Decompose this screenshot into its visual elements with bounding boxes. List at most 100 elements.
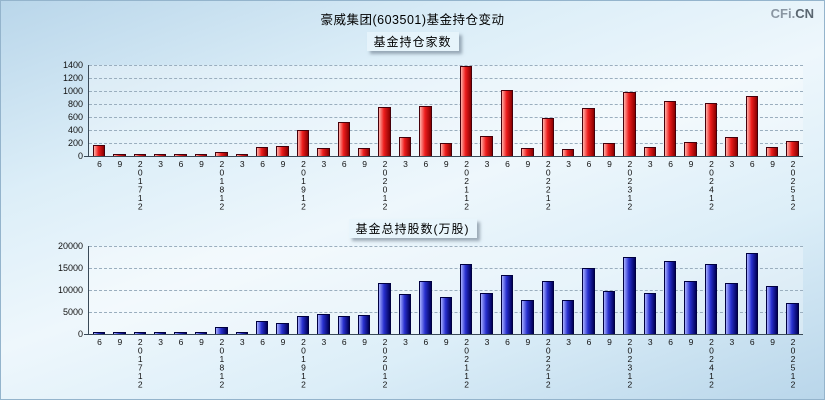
bar xyxy=(378,107,391,156)
x-tick-label: 6 xyxy=(94,337,105,346)
x-tick-label: 9 xyxy=(196,159,207,168)
x-tick-label: 3 xyxy=(726,337,737,346)
bar xyxy=(113,154,126,156)
x-tick-label: 9 xyxy=(441,159,452,168)
x-tick-label: 6 xyxy=(502,337,513,346)
bar xyxy=(500,275,514,334)
x-tick-label: 6 xyxy=(339,159,350,168)
x-tick-label: 6 xyxy=(94,159,105,168)
x-tick-label: 3 xyxy=(318,337,329,346)
x-tick-label: 9 xyxy=(686,159,697,168)
y-tick-label: 1400 xyxy=(62,60,83,70)
x-tick-label: 6 xyxy=(747,159,758,168)
bar xyxy=(745,96,759,156)
x-tick-label: 9 xyxy=(604,159,615,168)
bar xyxy=(215,152,228,156)
x-tick-label: 9 xyxy=(767,159,778,168)
x-tick-label: 201912 xyxy=(298,159,309,210)
bar xyxy=(92,145,106,156)
bar xyxy=(480,293,493,334)
bar xyxy=(235,332,249,334)
x-tick-label: 202312 xyxy=(624,159,635,210)
x-tick-label: 9 xyxy=(604,337,615,346)
bar xyxy=(153,332,167,334)
x-tick-label: 3 xyxy=(482,159,493,168)
bar xyxy=(480,136,493,156)
fund-shares-chart-title: 基金总持股数(万股) xyxy=(348,219,477,238)
bar xyxy=(623,92,636,156)
x-tick-label: 6 xyxy=(665,159,676,168)
x-tick-label: 9 xyxy=(359,159,370,168)
x-tick-label: 202012 xyxy=(380,159,391,210)
x-tick-label: 6 xyxy=(665,337,676,346)
x-tick-label: 9 xyxy=(278,337,289,346)
bar xyxy=(602,291,616,334)
y-tick-label: 200 xyxy=(67,138,83,148)
y-tick-label: 1000 xyxy=(62,86,83,96)
bar xyxy=(561,300,575,334)
bar xyxy=(215,327,228,334)
x-tick-label: 3 xyxy=(482,337,493,346)
bar xyxy=(663,101,677,156)
bar xyxy=(541,118,555,156)
bar xyxy=(398,294,412,334)
x-tick-label: 3 xyxy=(645,159,656,168)
bar xyxy=(439,143,453,156)
x-tick-label: 202012 xyxy=(380,337,391,388)
cfi-logo[interactable]: CFi.CN xyxy=(771,6,814,21)
y-tick-label: 1200 xyxy=(62,73,83,83)
x-tick-label: 3 xyxy=(318,159,329,168)
x-tick-label: 6 xyxy=(584,337,595,346)
x-tick-label: 9 xyxy=(278,159,289,168)
bar xyxy=(684,142,697,156)
y-axis xyxy=(88,65,89,156)
bar xyxy=(745,253,759,334)
y-tick-label: 10000 xyxy=(57,285,83,295)
bar xyxy=(684,281,697,334)
bar xyxy=(459,66,473,156)
gridline xyxy=(89,78,803,79)
x-tick-label: 6 xyxy=(584,159,595,168)
x-tick-label: 9 xyxy=(522,159,533,168)
bar xyxy=(786,141,799,156)
bar xyxy=(317,148,330,156)
bar xyxy=(623,257,636,334)
bar xyxy=(357,148,371,156)
gridline xyxy=(89,104,803,105)
bar xyxy=(133,332,147,334)
gridline xyxy=(89,246,803,247)
bar xyxy=(521,300,534,334)
bar xyxy=(113,332,126,334)
gridline xyxy=(89,290,803,291)
bar xyxy=(255,147,269,156)
x-tick-label: 202212 xyxy=(543,337,554,388)
x-tick-label: 9 xyxy=(522,337,533,346)
bar xyxy=(602,143,616,156)
fund-shares-chart: 0 5000 10000 15000 20000 6 9 201712 3 6 9 201812 3 6 9… xyxy=(58,241,803,392)
bar xyxy=(174,154,187,156)
x-tick-label: 3 xyxy=(563,159,574,168)
plot-area: 0 5000 10000 15000 20000 xyxy=(58,241,803,339)
x-tick-label: 202412 xyxy=(706,337,717,388)
bar xyxy=(337,316,351,334)
x-tick-label: 202312 xyxy=(624,337,635,388)
y-tick-label: 600 xyxy=(67,112,83,122)
logo-suffix: CN xyxy=(795,6,814,21)
x-tick-label: 201812 xyxy=(216,337,227,388)
x-axis xyxy=(84,334,803,335)
bar xyxy=(276,146,289,156)
x-tick-label: 202412 xyxy=(706,159,717,210)
fund-count-chart: 0 200 400 600 800 1000 1200 1400 6 9 201712 3 6 9 2018… xyxy=(63,60,803,214)
x-tick-label: 201812 xyxy=(216,159,227,210)
x-tick-label: 201712 xyxy=(135,159,146,210)
gridline xyxy=(89,91,803,92)
y-tick-label: 20000 xyxy=(57,241,83,251)
x-tick-label: 201712 xyxy=(135,337,146,388)
x-tick-label: 6 xyxy=(257,159,268,168)
y-tick-label: 0 xyxy=(77,151,83,161)
bar xyxy=(459,264,473,334)
x-tick-label: 9 xyxy=(359,337,370,346)
x-tick-label: 6 xyxy=(747,337,758,346)
bar xyxy=(582,108,595,156)
